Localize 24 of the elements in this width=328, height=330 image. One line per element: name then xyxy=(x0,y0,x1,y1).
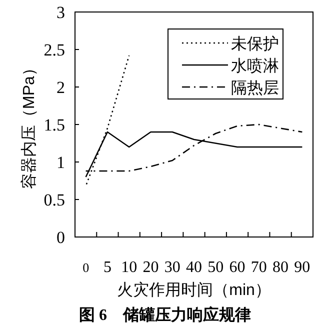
text: 图 6 储罐压力响应规律 xyxy=(79,305,251,324)
y-axis-title: 容器内压（MPa） xyxy=(20,60,38,189)
x-tick-label: 20 xyxy=(142,259,159,276)
x-tick-label: 5 xyxy=(103,259,112,276)
legend-label: 未保护 xyxy=(231,35,279,53)
x-tick-label: 80 xyxy=(272,259,289,276)
x-tick-label: 90 xyxy=(294,259,310,276)
legend-label: 隔热层 xyxy=(231,80,279,97)
y-tick-label: 0 xyxy=(56,228,65,247)
y-tick-label: 1.5 xyxy=(44,116,65,134)
x-tick-label: 50 xyxy=(208,259,224,276)
y-tick-label: 1 xyxy=(56,153,65,172)
y-tick-label: 2 xyxy=(56,78,65,97)
x-tick-label: 30 xyxy=(164,259,180,276)
x-tick-label: 10 xyxy=(121,259,138,276)
x-axis-title: 火灾作用时间（min） xyxy=(117,281,271,299)
legend-label: 水喷淋 xyxy=(231,57,279,75)
y-tick-label: 0.5 xyxy=(44,190,65,210)
x-tick-label: 40 xyxy=(186,259,202,276)
y-tick-label: 3 xyxy=(56,3,65,22)
x-tick-label: 70 xyxy=(250,259,267,276)
y-tick-label: 2.5 xyxy=(44,40,65,60)
x-tick-label: 0 xyxy=(82,260,90,275)
x-tick-label: 60 xyxy=(229,259,246,276)
